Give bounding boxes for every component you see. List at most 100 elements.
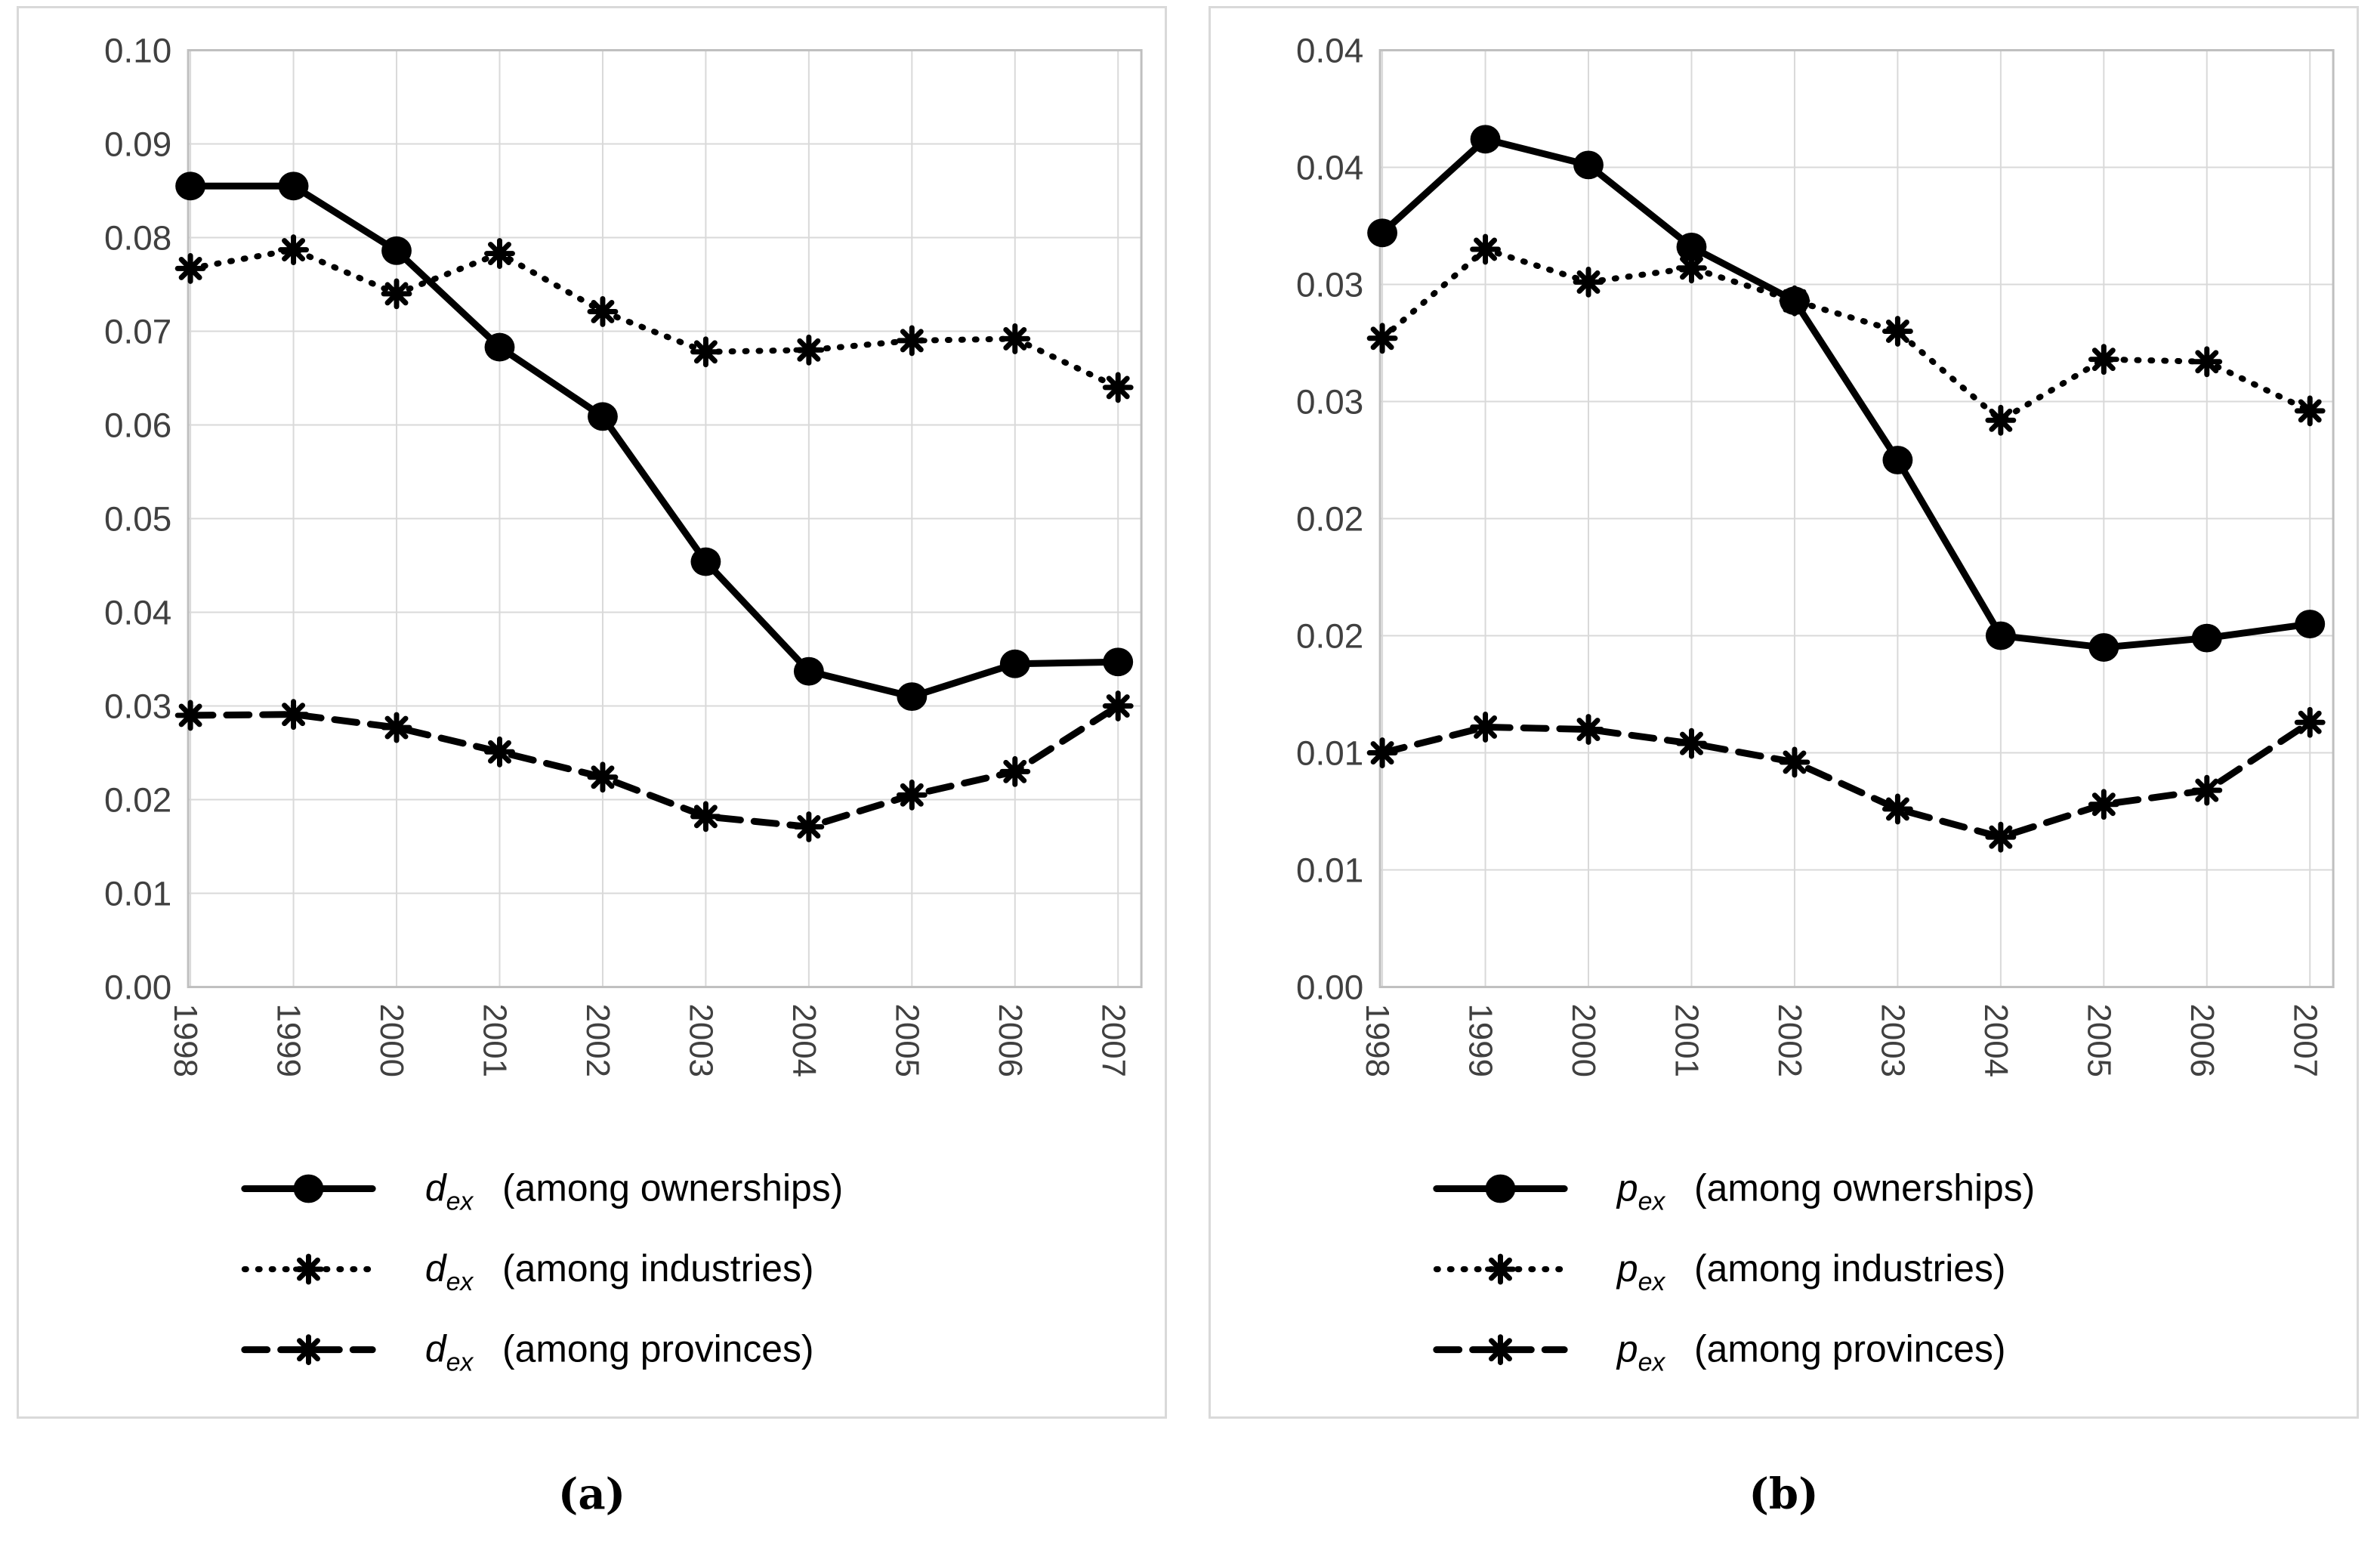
- data-point: [381, 278, 412, 310]
- series-line-2: [187, 703, 1122, 830]
- data-point: [1881, 793, 1913, 825]
- y-axis-tick-label: 0.02: [1296, 499, 1363, 538]
- data-point: [1102, 690, 1134, 721]
- data-point: [690, 547, 721, 576]
- y-axis-tick-label: 0.05: [104, 499, 171, 538]
- data-point: [896, 325, 928, 357]
- legend-label: dex (among ownerships): [425, 1166, 843, 1215]
- data-point: [1103, 647, 1134, 677]
- x-axis-tick-label: 1998: [1359, 1003, 1396, 1076]
- data-point: [1366, 737, 1398, 768]
- x-axis-tick-label: 2003: [682, 1003, 719, 1076]
- y-axis-tick-label: 0.04: [104, 593, 171, 632]
- x-axis-tick-label: 2002: [579, 1003, 616, 1076]
- chart-svg: 1998 1999 2000 2001 2002 2003 2004 2005 2006 2007…: [104, 31, 1143, 1377]
- plot-border: [187, 48, 1143, 989]
- chart-panel-b: 1998 1999 2000 2001 2002 2003 2004 2005 2006 2007…: [1209, 6, 2359, 1419]
- legend-marker: [1485, 1174, 1516, 1203]
- data-point: [484, 736, 515, 768]
- x-axis-tick-label: 2005: [2080, 1003, 2117, 1076]
- data-point: [2191, 346, 2223, 378]
- data-point: [1470, 125, 1501, 154]
- data-point: [1985, 404, 2017, 436]
- y-axis-tick-label: 0.04: [1296, 31, 1363, 70]
- series-line-1: [187, 246, 1122, 391]
- legend-label: pex (among industries): [1616, 1247, 2006, 1296]
- data-point: [1676, 727, 1707, 759]
- data-point: [1676, 252, 1707, 284]
- x-axis-tick-label: 2006: [992, 1003, 1029, 1076]
- data-point: [2088, 633, 2119, 662]
- data-point: [1102, 372, 1134, 403]
- data-point: [1367, 218, 1398, 248]
- chart-svg: 1998 1999 2000 2001 2002 2003 2004 2005 2006 2007…: [1296, 31, 2335, 1377]
- x-axis-tick-label: 2006: [2184, 1003, 2221, 1076]
- caption-a: (a): [557, 1469, 626, 1519]
- data-point: [1779, 746, 1810, 778]
- legend-marker: [293, 1334, 324, 1366]
- data-point: [1779, 285, 1810, 317]
- data-point: [278, 171, 309, 201]
- data-point: [484, 332, 515, 362]
- x-axis-tick-label: 2002: [1771, 1003, 1808, 1076]
- data-point: [793, 811, 825, 842]
- x-axis-tick-label: 1999: [1462, 1003, 1499, 1076]
- series-line-1: [1379, 246, 2314, 424]
- data-point: [1676, 232, 1707, 261]
- data-point: [793, 334, 825, 366]
- legend-label: pex (among ownerships): [1616, 1166, 2035, 1215]
- data-point: [1573, 714, 1604, 745]
- y-axis-tick-label: 0.06: [104, 406, 171, 444]
- legend-marker: [293, 1253, 324, 1285]
- data-point: [175, 171, 206, 201]
- y-axis-tick-label: 0.01: [1296, 851, 1363, 889]
- data-point: [174, 252, 206, 284]
- data-point: [1366, 323, 1398, 354]
- data-point: [1470, 712, 1501, 743]
- y-axis-tick-label: 0.00: [1296, 968, 1363, 1006]
- data-point: [1573, 150, 1604, 180]
- plot-border: [1378, 48, 2335, 989]
- y-axis-tick-label: 0.01: [1296, 734, 1363, 772]
- data-point: [587, 761, 619, 793]
- x-axis-tick-label: 1999: [270, 1003, 307, 1076]
- x-axis-tick-label: 2007: [2286, 1003, 2323, 1076]
- series-line-2: [1378, 718, 2314, 841]
- data-point: [793, 656, 824, 686]
- legend-marker: [1485, 1334, 1516, 1366]
- data-point: [999, 649, 1030, 678]
- data-point: [896, 779, 928, 811]
- data-point: [381, 712, 412, 743]
- data-point: [999, 755, 1031, 787]
- legend-label: dex (among industries): [425, 1247, 814, 1296]
- series-line-0: [187, 182, 1122, 700]
- data-point: [1985, 621, 2016, 650]
- y-axis-tick-label: 0.02: [1296, 616, 1363, 655]
- x-axis-tick-label: 2001: [1668, 1003, 1706, 1076]
- chart-panel-a: 1998 1999 2000 2001 2002 2003 2004 2005 2006 2007…: [17, 6, 1167, 1419]
- y-axis-tick-label: 0.04: [1296, 148, 1363, 187]
- legend-label: dex (among provinces): [425, 1328, 814, 1377]
- data-point: [1470, 233, 1501, 265]
- x-axis-tick-label: 2004: [786, 1003, 823, 1076]
- x-axis-tick-label: 2001: [477, 1003, 514, 1076]
- legend-marker: [293, 1174, 324, 1203]
- y-axis-tick-label: 0.02: [104, 780, 171, 819]
- data-point: [2088, 344, 2119, 375]
- data-point: [484, 238, 515, 269]
- data-point: [2191, 774, 2223, 806]
- data-point: [2088, 789, 2119, 820]
- data-point: [381, 236, 412, 265]
- x-axis-tick-label: 1998: [167, 1003, 204, 1076]
- data-point: [1985, 821, 2017, 853]
- data-point: [2295, 610, 2326, 638]
- y-axis-tick-label: 0.09: [104, 125, 171, 163]
- data-point: [588, 402, 618, 431]
- y-axis-tick-label: 0.08: [104, 218, 171, 257]
- caption-b: (b): [1749, 1469, 1819, 1519]
- series-line-0: [1378, 135, 2314, 651]
- data-point: [999, 323, 1031, 354]
- y-axis-tick-label: 0.00: [104, 968, 171, 1006]
- legend-marker: [1485, 1253, 1516, 1285]
- data-point: [2294, 706, 2326, 738]
